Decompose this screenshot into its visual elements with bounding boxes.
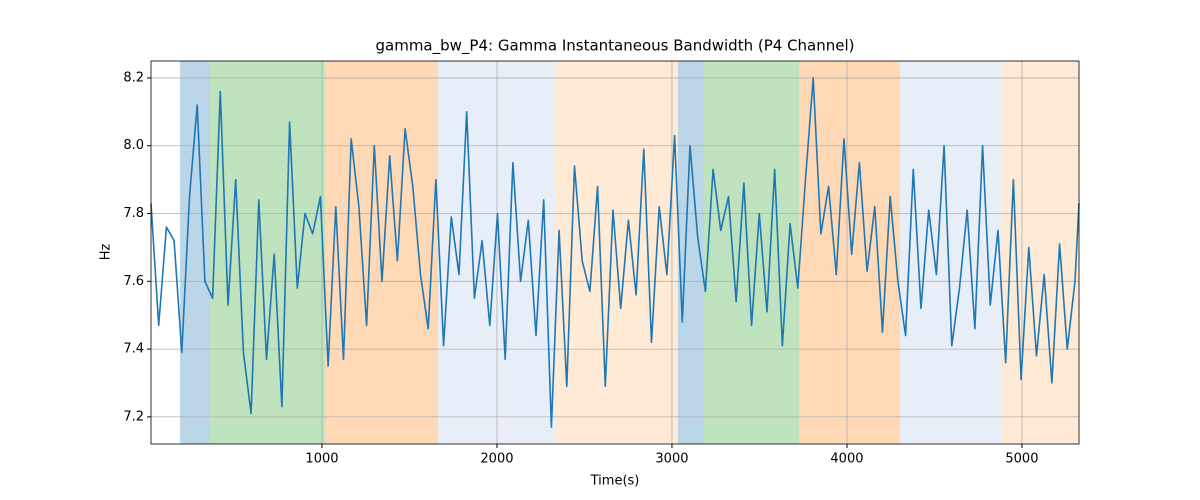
x-tick-label: 4000 — [830, 452, 863, 467]
shaded-span — [180, 61, 210, 444]
y-tick-label: 7.8 — [123, 206, 144, 221]
shaded-span — [899, 61, 1003, 444]
y-tick-label: 7.6 — [123, 274, 144, 289]
x-tick-label: 2000 — [480, 452, 513, 467]
shaded-span — [1002, 61, 1079, 444]
plot-frame — [150, 60, 1080, 445]
shaded-span — [209, 61, 325, 444]
y-axis-label: Hz — [99, 244, 114, 261]
shaded-span — [799, 61, 900, 444]
shaded-span — [324, 61, 438, 444]
y-tick-label: 7.2 — [123, 409, 144, 424]
shaded-span — [703, 61, 800, 444]
x-tick-label: 3000 — [655, 452, 688, 467]
y-tick-label: 8.0 — [123, 138, 144, 153]
y-tick-label: 8.2 — [123, 70, 144, 85]
plot-area: 1000 2000 3000 4000 5000 7.2 7.4 7.6 7.8 8.0 8.2 — [123, 60, 1080, 467]
chart-title: gamma_bw_P4: Gamma Instantaneous Bandwid… — [376, 37, 855, 56]
data-line — [150, 77, 1080, 428]
x-tick-label: 1000 — [305, 452, 338, 467]
x-tick-label: 5000 — [1005, 452, 1038, 467]
y-tick-label: 7.4 — [123, 342, 144, 357]
x-axis-label: Time(s) — [590, 474, 640, 489]
